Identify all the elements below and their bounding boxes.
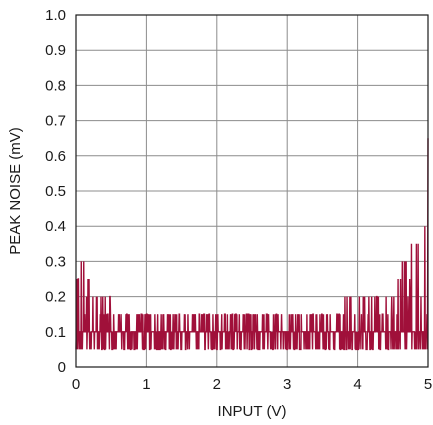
y-tick-label: 0.3 (45, 253, 66, 270)
y-tick-label: 0.7 (45, 113, 66, 130)
x-tick-label: 1 (142, 376, 150, 393)
y-tick-label: 0.2 (45, 289, 66, 306)
y-tick-labels: 0 0.1 0.2 0.3 0.4 0.5 0.6 0.7 0.8 0.9 1.0 (45, 7, 66, 376)
y-tick-label: 1.0 (45, 7, 66, 24)
y-tick-label: 0.8 (45, 77, 66, 94)
y-tick-label: 0.4 (45, 218, 66, 235)
y-tick-label: 0 (58, 359, 66, 376)
x-axis-title: INPUT (V) (218, 403, 287, 420)
y-tick-label: 0.5 (45, 183, 66, 200)
y-tick-label: 0.1 (45, 324, 66, 341)
plot-area-frame (75, 14, 429, 368)
y-tick-label: 0.9 (45, 42, 66, 59)
y-tick-label: 0.6 (45, 148, 66, 165)
peak-noise-series-line (75, 138, 429, 351)
x-tick-labels: 0 1 2 3 4 5 (72, 376, 432, 393)
x-tick-label: 4 (353, 376, 361, 393)
y-axis-title: PEAK NOISE (mV) (7, 127, 24, 255)
series-layer (75, 138, 429, 351)
x-tick-label: 2 (213, 376, 221, 393)
x-tick-label: 5 (424, 376, 432, 393)
x-tick-label: 0 (72, 376, 80, 393)
x-tick-label: 3 (283, 376, 291, 393)
